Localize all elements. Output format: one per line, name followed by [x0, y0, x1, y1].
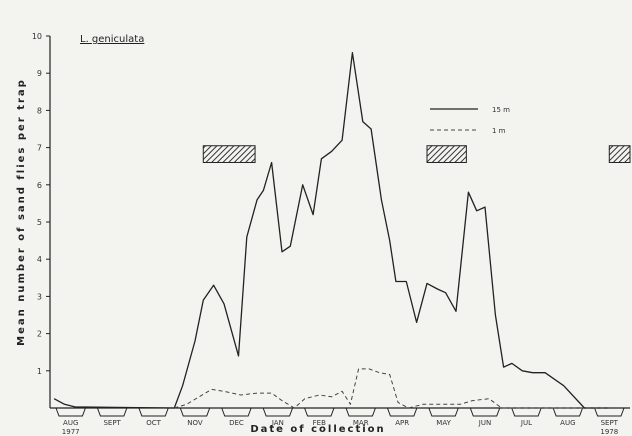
- y-tick-label: 1: [37, 367, 42, 376]
- hatched-period: [202, 145, 256, 163]
- month-bracket: [304, 407, 335, 417]
- month-label: DEC: [229, 419, 244, 427]
- y-tick-label: 10: [32, 32, 42, 41]
- month-label: AUG: [560, 419, 575, 427]
- y-tick-label: 8: [37, 106, 42, 115]
- month-bracket: [262, 407, 294, 417]
- y-axis-ticks: 1 2 3 4 5 6 7 8 9 10: [32, 32, 50, 376]
- month-label: AUG: [63, 419, 78, 427]
- month-bracket: [594, 407, 625, 417]
- axes: [49, 36, 630, 409]
- month-bracket: [511, 407, 542, 417]
- y-tick-label: 5: [37, 218, 42, 227]
- series-15m-line: [53, 52, 610, 409]
- month-label: JUN: [478, 419, 491, 427]
- month-bracket: [345, 407, 376, 417]
- hatched-period: [608, 145, 631, 163]
- y-tick-label: 2: [37, 330, 42, 339]
- month-bracket: [386, 407, 418, 417]
- month-bracket: [221, 407, 252, 417]
- y-tick-label: 9: [37, 69, 42, 78]
- month-label: OCT: [146, 419, 161, 427]
- year-label: 1977: [62, 428, 80, 436]
- month-label: JUL: [520, 419, 532, 427]
- legend: 15 m 1 m: [430, 106, 510, 135]
- year-label: 1978: [600, 428, 618, 436]
- month-bracket: [55, 407, 86, 417]
- month-bracket: [179, 407, 211, 417]
- month-bracket: [469, 407, 501, 417]
- month-label: MAY: [436, 419, 451, 427]
- hatched-periods: [202, 145, 631, 163]
- y-tick-label: 6: [37, 181, 42, 190]
- y-tick-label: 3: [37, 292, 42, 301]
- y-tick-label: 4: [37, 255, 42, 264]
- month-bracket: [552, 407, 584, 417]
- legend-label-15m: 15 m: [492, 106, 510, 114]
- month-label: JAN: [271, 419, 284, 427]
- month-bracket: [138, 407, 169, 417]
- month-label: FEB: [313, 419, 326, 427]
- chart-title: L. geniculata: [80, 34, 144, 45]
- month-label: SEPT: [601, 419, 619, 427]
- month-bracket: [428, 407, 459, 417]
- hatched-period: [426, 145, 467, 163]
- y-tick-label: 7: [37, 144, 42, 153]
- month-label: MAR: [353, 419, 369, 427]
- month-bracket: [96, 407, 128, 417]
- x-axis-label: Date of collection: [250, 424, 385, 435]
- month-label: SEPT: [103, 419, 121, 427]
- y-axis-label: Mean number of sand flies per trap: [16, 78, 27, 346]
- month-label: APR: [395, 419, 409, 427]
- data-series: [53, 52, 610, 409]
- legend-label-1m: 1 m: [492, 127, 506, 135]
- series-1m-line: [174, 368, 610, 409]
- month-label: NOV: [187, 419, 203, 427]
